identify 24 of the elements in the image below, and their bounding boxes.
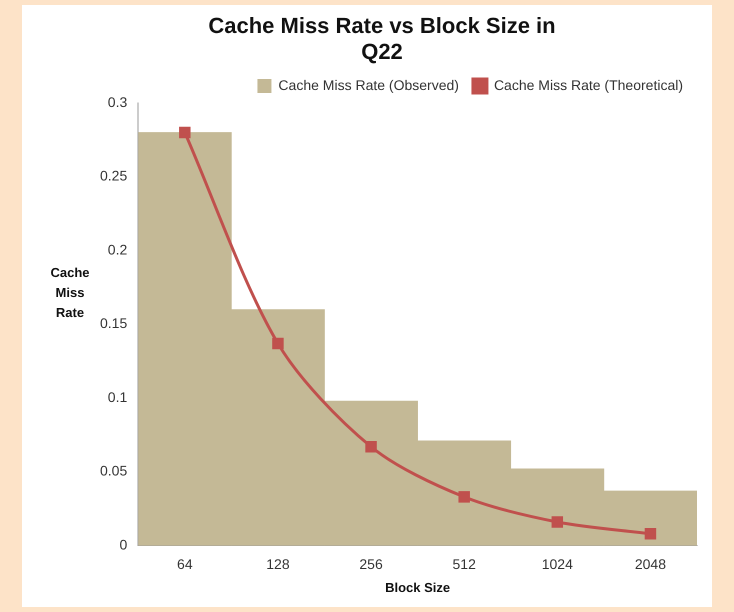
x-tick-label: 256 [359,556,383,572]
y-tick-label: 0.3 [108,94,128,110]
chart-title: Cache Miss Rate vs Block Size in Q22 [207,13,557,65]
point [272,338,284,350]
x-axis-title: Block Size [385,580,450,595]
y-tick-label: 0.1 [108,388,128,405]
y-tick-label: 0.15 [100,315,128,332]
point [458,491,470,503]
x-tick-label: 512 [452,556,476,572]
x-tick-label: 1024 [542,556,574,572]
x-tick-label: 128 [266,556,290,572]
y-tick-label: 0.05 [100,462,128,479]
y-axis-title: Cache Miss Rate [49,264,91,322]
x-tick-label: 64 [177,556,193,572]
point [179,126,191,138]
y-tick-label: 0 [119,536,128,552]
legend-label: Cache Miss Rate (Theoretical) [494,76,683,93]
legend-label: Cache Miss Rate (Observed) [278,76,459,93]
point [365,441,377,452]
y-tick-label: 0.2 [108,241,128,258]
x-tick-label: 2048 [634,556,666,572]
point [644,528,656,540]
point [552,516,564,528]
y-tick-label: 0.25 [100,168,128,184]
